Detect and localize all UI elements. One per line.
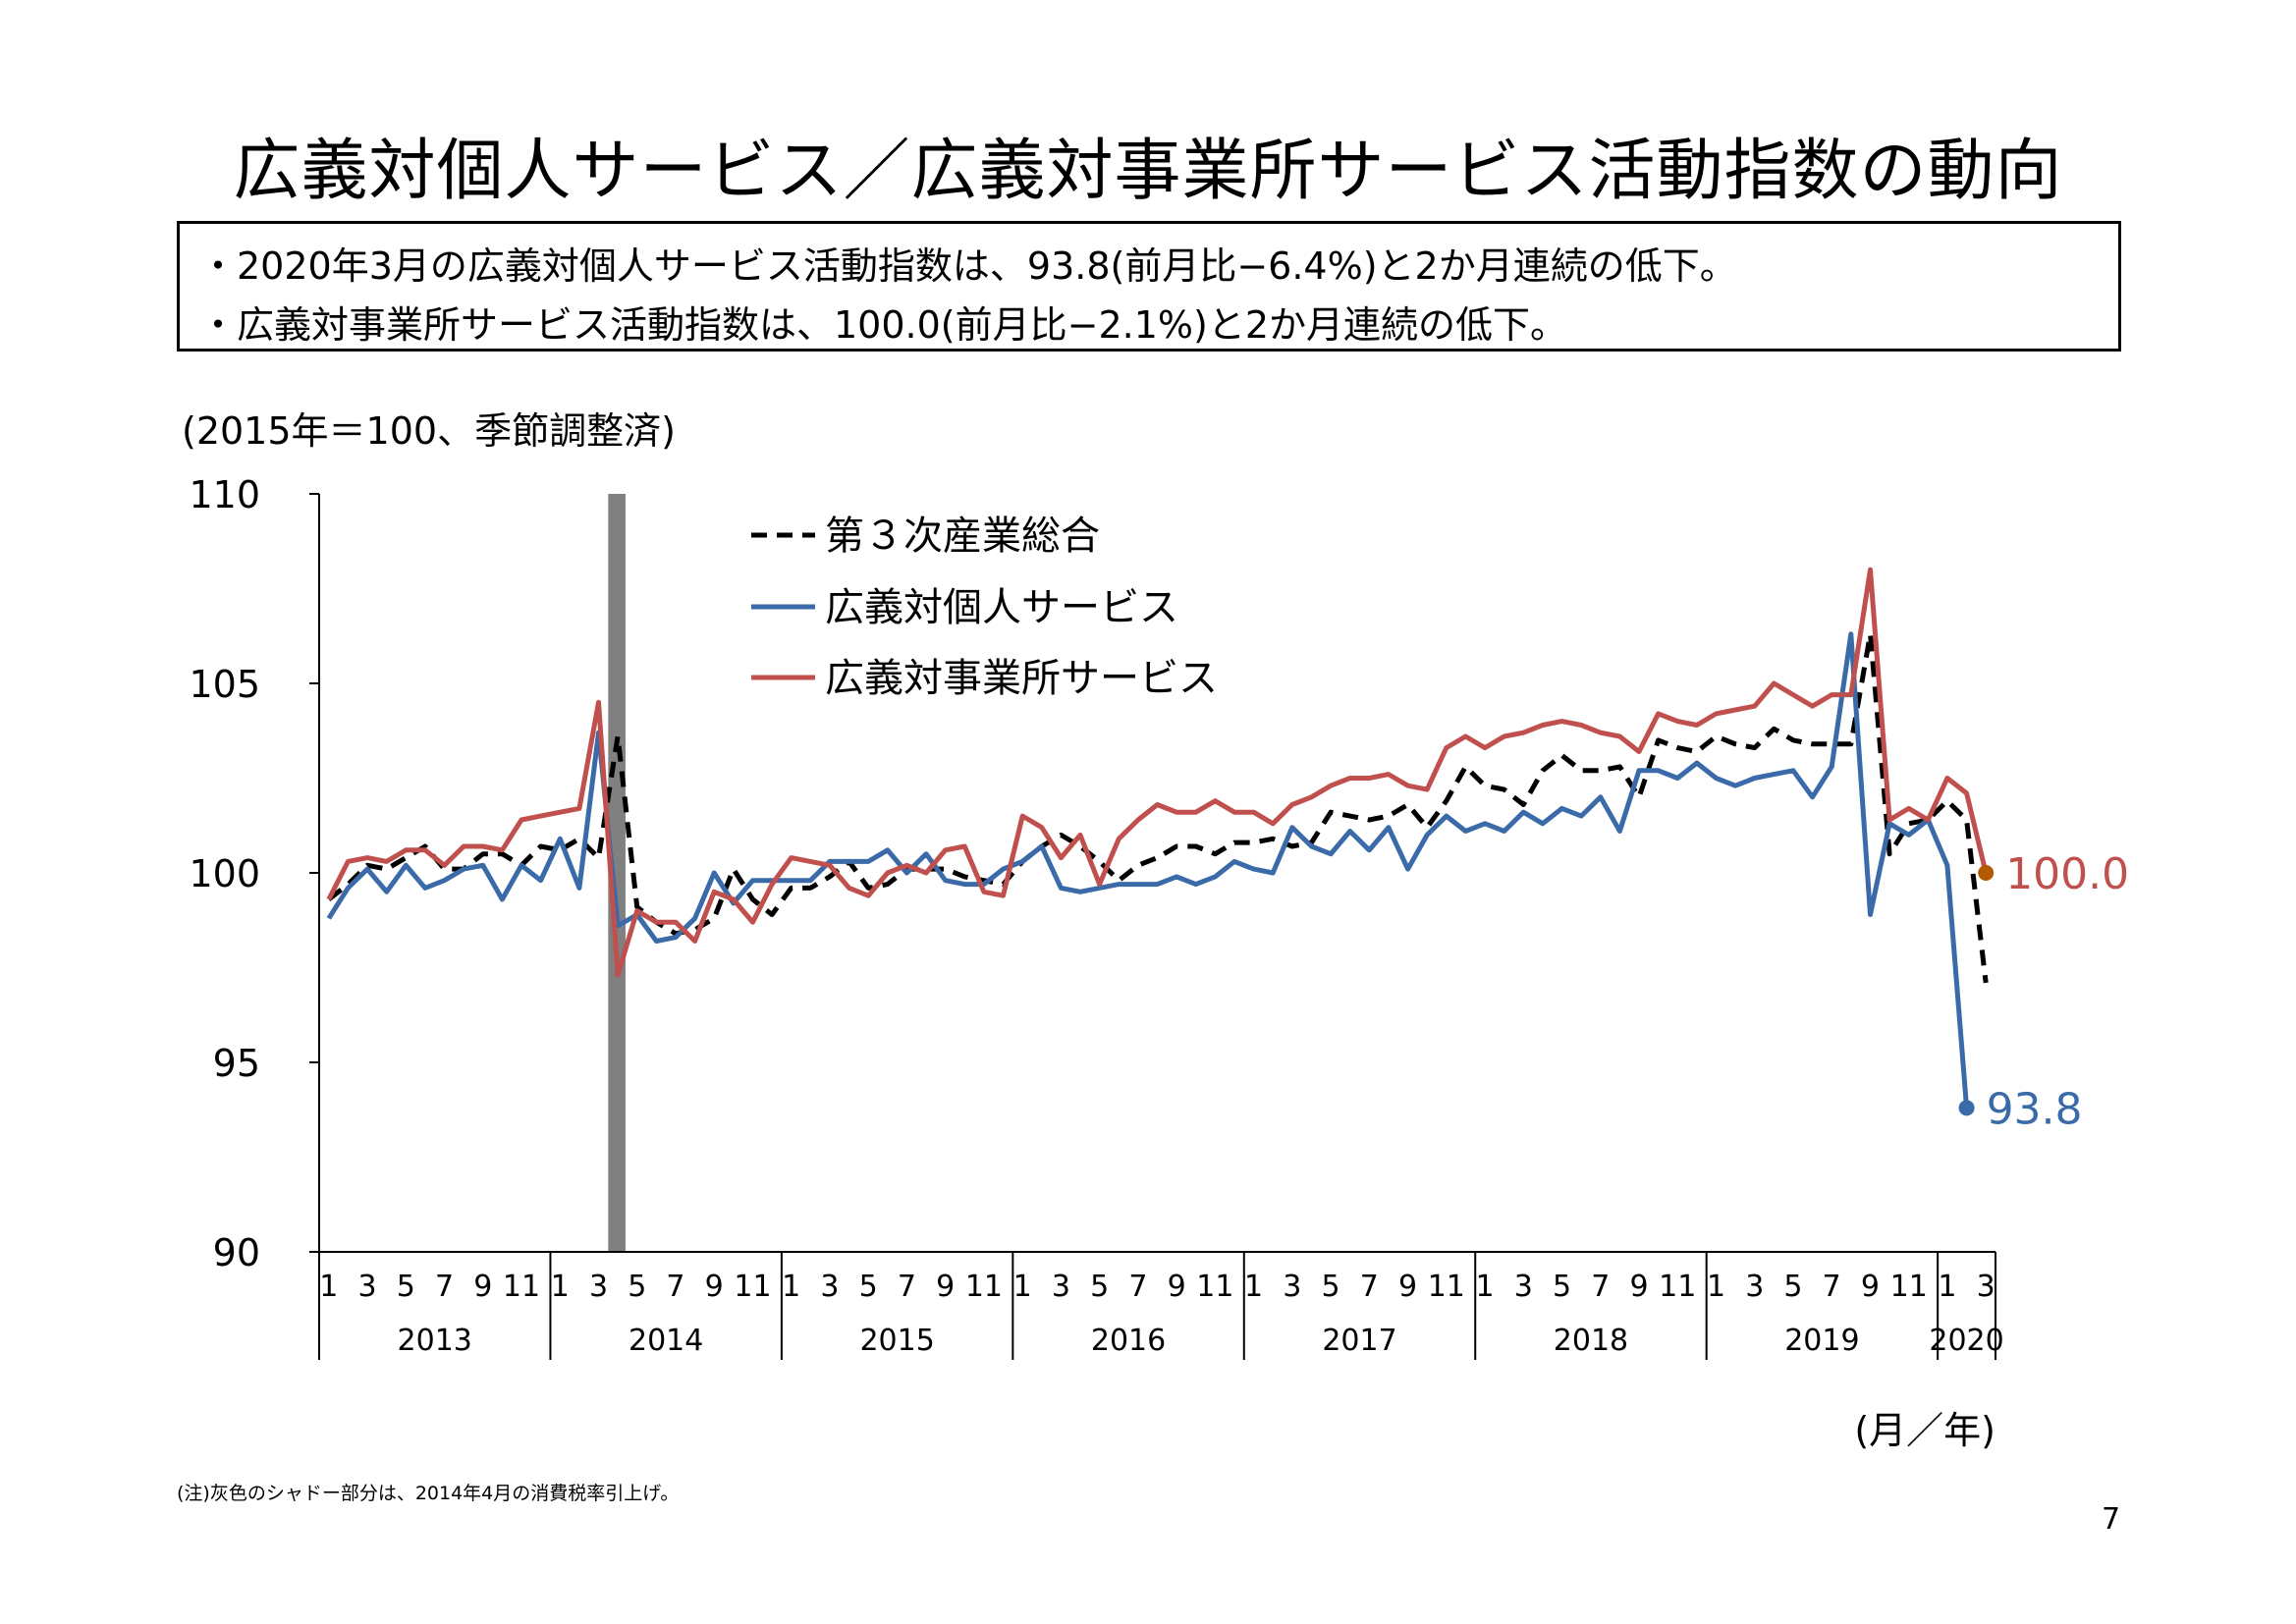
- summary-line-personal: ・2020年3月の広義対個人サービス活動指数は、93.8(前月比−6.4%)と2…: [199, 244, 1737, 288]
- x-tick-label: 3: [1514, 1270, 1533, 1304]
- legend-label: 広義対事業所サービス: [825, 656, 1218, 701]
- summary-box: ・2020年3月の広義対個人サービス活動指数は、93.8(前月比−6.4%)と2…: [177, 221, 2121, 352]
- year-label: 2020: [1929, 1324, 2003, 1358]
- x-tick-label: 1: [782, 1270, 800, 1304]
- x-tick-label: 9: [705, 1270, 724, 1304]
- series-line-1: [326, 631, 1970, 1109]
- x-tick-label: 1: [1476, 1270, 1495, 1304]
- x-tick-label: 3: [1745, 1270, 1764, 1304]
- x-tick-label: 11: [734, 1270, 771, 1304]
- x-tick-label: 9: [1629, 1270, 1648, 1304]
- year-label: 2014: [629, 1324, 703, 1358]
- x-unit-label: (月／年): [1854, 1409, 1995, 1452]
- footnote: (注)灰色のシャドー部分は、2014年4月の消費税率引上げ。: [177, 1483, 680, 1504]
- x-tick-label: 7: [1823, 1270, 1841, 1304]
- x-tick-label: 5: [397, 1270, 415, 1304]
- x-tick-label: 11: [1196, 1270, 1233, 1304]
- y-tick-label: 105: [189, 663, 260, 706]
- series-end-label: 100.0: [2005, 849, 2129, 899]
- y-tick-label: 110: [189, 473, 260, 516]
- x-tick-label: 7: [898, 1270, 916, 1304]
- x-tick-label: 7: [1591, 1270, 1610, 1304]
- x-tick-label: 5: [859, 1270, 878, 1304]
- year-label: 2016: [1091, 1324, 1166, 1358]
- x-tick-label: 7: [666, 1270, 684, 1304]
- x-tick-label: 5: [1783, 1270, 1802, 1304]
- year-label: 2017: [1322, 1324, 1396, 1358]
- x-tick-label: 1: [1938, 1270, 1956, 1304]
- legend-label: 広義対個人サービス: [825, 585, 1178, 630]
- x-tick-label: 1: [1707, 1270, 1725, 1304]
- x-tick-label: 9: [1168, 1270, 1186, 1304]
- x-tick-label: 3: [1283, 1270, 1301, 1304]
- x-tick-label: 11: [965, 1270, 1003, 1304]
- x-tick-label: 7: [1128, 1270, 1147, 1304]
- x-tick-label: 1: [1244, 1270, 1263, 1304]
- series-end-marker: [1958, 1100, 1975, 1116]
- x-tick-label: 7: [1360, 1270, 1379, 1304]
- year-label: 2015: [859, 1324, 934, 1358]
- x-tick-label: 9: [1861, 1270, 1880, 1304]
- x-tick-label: 3: [589, 1270, 608, 1304]
- series-end-marker: [1978, 865, 1995, 881]
- x-tick-label: 11: [1659, 1270, 1696, 1304]
- y-tick-label: 100: [189, 852, 260, 895]
- x-tick-label: 5: [628, 1270, 646, 1304]
- page-number: 7: [2102, 1502, 2121, 1537]
- x-tick-label: 1: [551, 1270, 570, 1304]
- x-tick-label: 11: [1428, 1270, 1465, 1304]
- y-tick-label: 95: [213, 1042, 260, 1085]
- x-tick-label: 7: [435, 1270, 454, 1304]
- x-tick-label: 9: [473, 1270, 492, 1304]
- x-tick-label: 3: [358, 1270, 377, 1304]
- x-tick-label: 11: [1890, 1270, 1928, 1304]
- year-label: 2013: [398, 1324, 472, 1358]
- shade-band: [608, 494, 626, 1252]
- unit-note: (2015年＝100、季節調整済): [182, 409, 676, 453]
- legend-label: 第３次産業総合: [825, 514, 1100, 559]
- y-tick-label: 90: [213, 1231, 260, 1274]
- year-label: 2018: [1554, 1324, 1628, 1358]
- x-tick-label: 5: [1322, 1270, 1340, 1304]
- x-tick-label: 3: [1977, 1270, 1995, 1304]
- series-end-label: 93.8: [1987, 1084, 2083, 1134]
- x-tick-label: 9: [1398, 1270, 1417, 1304]
- summary-line-business: ・広義対事業所サービス活動指数は、100.0(前月比−2.1%)と2か月連続の低…: [199, 303, 1567, 347]
- x-tick-label: 5: [1090, 1270, 1109, 1304]
- year-label: 2019: [1784, 1324, 1859, 1358]
- x-tick-label: 5: [1553, 1270, 1571, 1304]
- x-tick-label: 11: [503, 1270, 540, 1304]
- x-tick-label: 3: [1052, 1270, 1070, 1304]
- x-tick-label: 9: [936, 1270, 955, 1304]
- x-tick-label: 1: [319, 1270, 338, 1304]
- series-line-2: [326, 567, 1989, 978]
- x-tick-label: 1: [1013, 1270, 1032, 1304]
- page-title: 広義対個人サービス／広義対事業所サービス活動指数の動向: [233, 133, 2063, 210]
- x-tick-label: 3: [820, 1270, 839, 1304]
